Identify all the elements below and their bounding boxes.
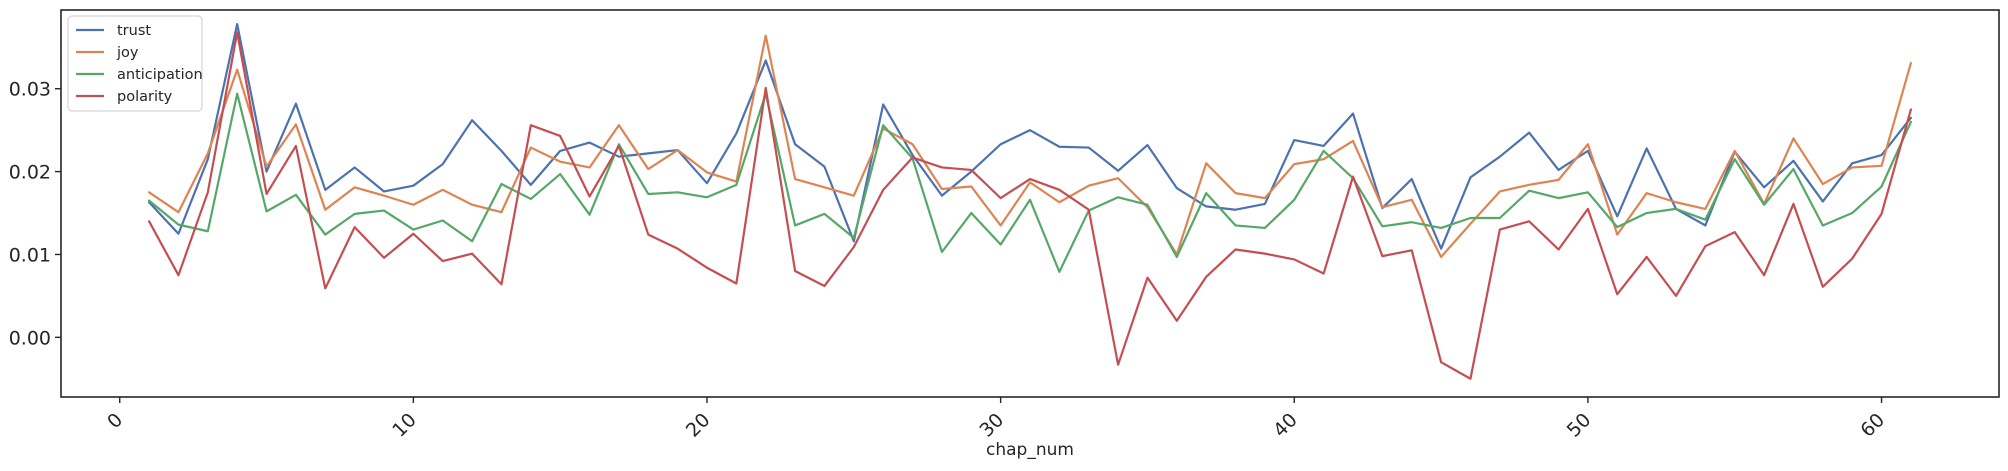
x-axis-ticks: 0 10 20 30 40 50 60 bbox=[103, 397, 1889, 442]
x-axis-label: chap_num bbox=[986, 440, 1074, 460]
plot-frame bbox=[60, 9, 2000, 398]
legend: trust joy anticipation polarity bbox=[67, 15, 203, 112]
x-tick-label: 50 bbox=[1563, 409, 1596, 442]
series-line-polarity bbox=[147, 31, 1913, 380]
legend-label-anticipation: anticipation bbox=[117, 67, 203, 83]
legend-box bbox=[67, 15, 203, 112]
y-tick-label: 0.01 bbox=[9, 244, 51, 266]
x-tick-label: 40 bbox=[1269, 409, 1302, 442]
y-tick-label: 0.00 bbox=[9, 327, 51, 349]
series-line-joy bbox=[147, 34, 1913, 259]
y-axis-ticks: 0.00 0.01 0.02 0.03 bbox=[9, 79, 61, 349]
series-line-trust bbox=[147, 22, 1913, 250]
series-layer bbox=[147, 22, 1913, 380]
x-tick-label: 0 bbox=[103, 409, 127, 433]
x-tick-label: 60 bbox=[1856, 409, 1889, 442]
x-tick-label: 10 bbox=[388, 409, 421, 442]
legend-label-joy: joy bbox=[116, 45, 139, 61]
series-line-anticipation bbox=[147, 92, 1913, 273]
y-tick-label: 0.02 bbox=[9, 162, 51, 184]
x-tick-label: 30 bbox=[976, 409, 1009, 442]
x-tick-label: 20 bbox=[682, 409, 715, 442]
y-tick-label: 0.03 bbox=[9, 79, 51, 101]
legend-label-polarity: polarity bbox=[117, 89, 173, 105]
plot-background bbox=[61, 10, 1999, 397]
legend-items: trust joy anticipation polarity bbox=[76, 23, 203, 105]
legend-label-trust: trust bbox=[117, 23, 151, 39]
